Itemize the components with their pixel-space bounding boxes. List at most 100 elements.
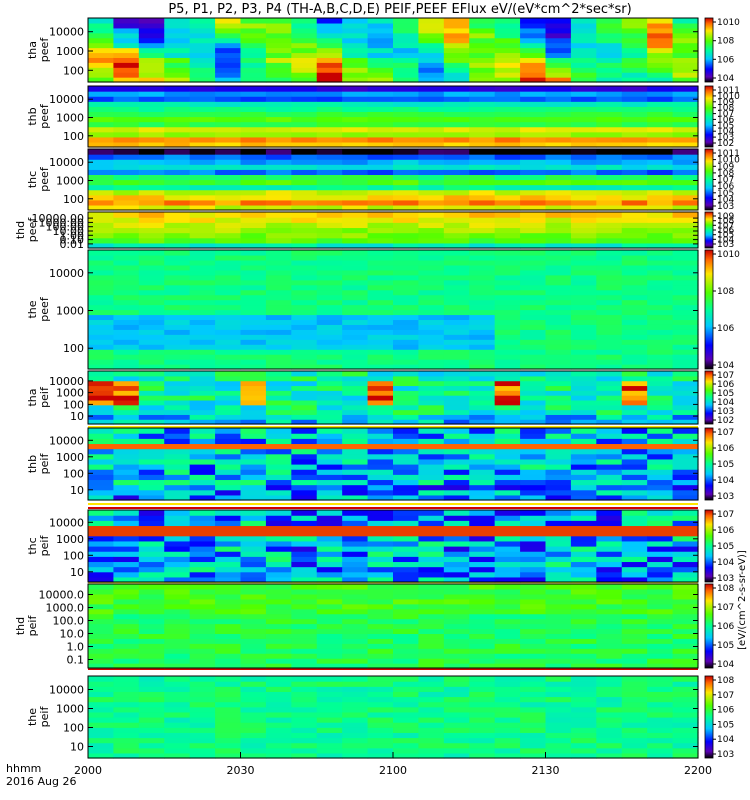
heatmap-cell — [215, 289, 242, 296]
heatmap-cell — [469, 484, 496, 491]
heatmap-cell — [215, 593, 242, 600]
heatmap-cell — [494, 329, 521, 335]
heatmap-cell — [342, 613, 369, 620]
heatmap-cell — [240, 593, 267, 600]
heatmap-cell — [393, 222, 420, 229]
heatmap-cell — [88, 375, 115, 382]
heatmap-cell — [672, 404, 699, 411]
heatmap-cell — [545, 42, 572, 49]
heatmap-cell — [189, 566, 216, 573]
heatmap-cell — [570, 658, 597, 664]
heatmap-cell — [570, 37, 597, 44]
heatmap-cell — [138, 126, 165, 133]
heatmap-cell — [342, 136, 369, 143]
heatmap-cell — [367, 603, 394, 610]
heatmap-cell — [189, 232, 216, 239]
heatmap-cell — [393, 676, 420, 682]
heatmap-cell — [164, 339, 191, 345]
heatmap-cell — [596, 264, 623, 271]
heatmap-cell — [520, 658, 547, 664]
heatmap-cell — [265, 530, 292, 537]
heatmap-cell — [113, 540, 140, 547]
heatmap-cell — [596, 212, 623, 218]
heatmap-cell — [570, 106, 597, 113]
heatmap-cell — [367, 479, 394, 486]
heatmap-cell — [342, 364, 369, 370]
heatmap-cell — [291, 174, 318, 181]
heatmap-cell — [240, 653, 267, 659]
heatmap-cell — [647, 613, 674, 620]
heatmap-cell — [494, 390, 521, 396]
heatmap-cell — [189, 27, 216, 34]
heatmap-cell — [494, 344, 521, 350]
heatmap-cell — [367, 37, 394, 44]
heatmap-cell — [215, 284, 242, 291]
heatmap-cell — [520, 494, 547, 501]
heatmap-cell — [88, 204, 115, 211]
heatmap-cell — [88, 380, 115, 387]
heatmap-cell — [393, 380, 420, 387]
heatmap-cell — [443, 294, 470, 301]
heatmap-cell — [621, 329, 648, 335]
heatmap-cell — [164, 349, 191, 355]
heatmap-cell — [138, 747, 165, 754]
heatmap-cell — [367, 628, 394, 635]
heatmap-cell — [443, 380, 470, 387]
panel-frame — [87, 211, 699, 249]
heatmap-cell — [113, 106, 140, 113]
heatmap-cell — [545, 159, 572, 165]
heatmap-cell — [113, 648, 140, 654]
heatmap-cell — [367, 489, 394, 496]
heatmap-cell — [418, 319, 445, 325]
heatmap-cell — [189, 136, 216, 143]
heatmap-cell — [418, 77, 445, 83]
heatmap-cell — [621, 696, 648, 703]
heatmap-cell — [596, 701, 623, 708]
heatmap-cell — [113, 443, 140, 450]
heatmap-cell — [494, 448, 521, 455]
heatmap-cell — [494, 375, 521, 382]
heatmap-cell — [240, 204, 267, 211]
heatmap-cell — [621, 571, 648, 578]
heatmap-cell — [215, 354, 242, 360]
heatmap-cell — [647, 419, 674, 425]
heatmap-cell — [367, 706, 394, 713]
heatmap-cell — [342, 571, 369, 578]
heatmap-cell — [469, 551, 496, 557]
heatmap-cell — [215, 364, 242, 370]
heatmap-cell — [393, 126, 420, 133]
heatmap-cell — [164, 274, 191, 281]
heatmap-cell — [545, 164, 572, 170]
heatmap-cell — [469, 52, 496, 58]
heatmap-cell — [342, 623, 369, 630]
heatmap-cell — [240, 515, 267, 521]
heatmap-cell — [240, 349, 267, 355]
heatmap-cell — [164, 47, 191, 54]
heatmap-cell — [164, 681, 191, 687]
heatmap-cell — [672, 62, 699, 68]
heatmap-cell — [545, 648, 572, 654]
heatmap-cell — [189, 643, 216, 649]
heatmap-cell — [215, 227, 242, 234]
panel-ylabel-quantity: peif — [26, 615, 39, 637]
heatmap-cell — [88, 294, 115, 301]
heatmap-cell — [291, 551, 318, 557]
heatmap-cell — [621, 722, 648, 728]
heatmap-cell — [367, 32, 394, 39]
heatmap-cell — [621, 598, 648, 605]
heatmap-cell — [596, 52, 623, 58]
heatmap-cell — [545, 57, 572, 63]
panel-ylabel-probe: the — [26, 300, 39, 318]
heatmap-cell — [494, 584, 521, 590]
heatmap-cell — [138, 250, 165, 256]
heatmap-cell — [647, 364, 674, 370]
heatmap-cell — [621, 399, 648, 406]
heatmap-cell — [138, 390, 165, 396]
heatmap-cell — [393, 259, 420, 266]
heatmap-cell — [393, 154, 420, 160]
heatmap-cell — [647, 593, 674, 600]
heatmap-cell — [342, 663, 369, 669]
panel-frame — [87, 17, 699, 83]
heatmap-cell — [672, 727, 699, 733]
heatmap-cell — [291, 364, 318, 370]
